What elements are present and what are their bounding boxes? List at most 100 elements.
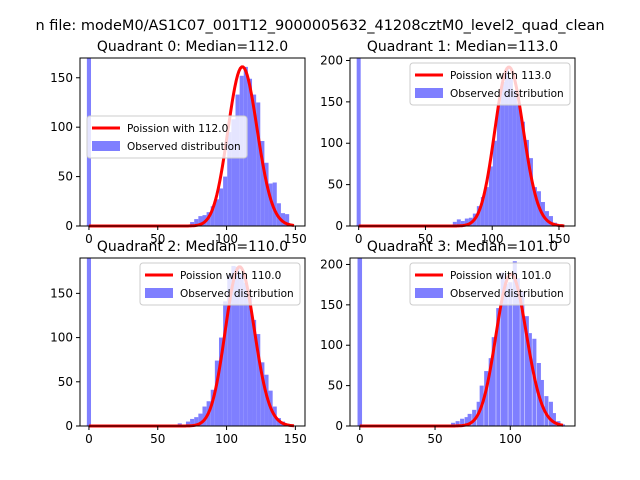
legend-label: Poission with 113.0 (450, 70, 551, 82)
histogram-bar (500, 272, 505, 426)
histogram-bar (210, 389, 215, 426)
histogram-bar (464, 417, 469, 426)
histogram-bar (231, 119, 236, 226)
histogram-bar (256, 102, 261, 226)
histogram-bar (218, 188, 224, 226)
legend-patch-swatch (415, 88, 443, 98)
histogram-bar (484, 187, 489, 226)
legend-label: Poission with 110.0 (180, 270, 281, 282)
histogram-bar (272, 182, 277, 226)
histogram-bar (496, 103, 501, 226)
figure-suptitle: n file: modeM0/AS1C07_001T12_9000005632_… (35, 18, 604, 34)
legend: Poission with 112.0 Observed distribution (86, 115, 248, 159)
histogram-bar (223, 176, 228, 226)
histogram-bar (198, 413, 203, 426)
histogram-bar (235, 266, 240, 426)
y-tick-label: 50 (328, 379, 343, 393)
histogram-bar (252, 319, 257, 426)
x-tick-label: 150 (548, 232, 571, 246)
histogram-bar (548, 401, 553, 426)
histogram-bar (194, 417, 199, 426)
histogram-bar (512, 261, 517, 426)
axes-frame (349, 57, 576, 227)
histogram-bar (264, 162, 269, 226)
x-tick-label: 50 (418, 232, 433, 246)
subplot-title: Quadrant 3: Median=101.0 (367, 239, 558, 255)
histogram-bar (480, 197, 485, 226)
axes-frame (79, 57, 306, 227)
histogram-bar (532, 187, 537, 226)
zero-bin-bar (86, 258, 92, 426)
y-tick-label: 100 (50, 331, 73, 345)
histogram-bar (227, 132, 232, 226)
y-tick-label: 50 (58, 375, 73, 389)
legend-label: Poission with 101.0 (450, 270, 551, 282)
x-tick-label: 150 (284, 232, 307, 246)
y-tick-label: 200 (320, 257, 343, 271)
legend-box (409, 262, 571, 306)
histogram-bar (520, 121, 525, 226)
y-tick-label: 100 (50, 120, 73, 134)
quadrant-1-subplot: Quadrant 1: Median=113.0 0 50 100 150 0 50 100 1… (320, 39, 576, 246)
histogram-bar (464, 218, 469, 226)
histogram-bar (460, 221, 465, 226)
histogram-bar (460, 418, 465, 426)
histogram-bar (218, 337, 224, 426)
legend-label: Observed distribution (450, 288, 564, 300)
histogram-bar (476, 206, 481, 226)
legend: Poission with 110.0 Observed distribution (139, 262, 301, 306)
histogram-bar (185, 421, 191, 426)
y-tick-label: 0 (65, 219, 73, 233)
y-tick-label: 150 (50, 71, 73, 85)
legend-patch-swatch (92, 141, 120, 151)
y-tick-label: 150 (50, 286, 73, 300)
y-tick-label: 50 (58, 170, 73, 184)
histogram-bar (488, 358, 493, 426)
x-tick-label: 50 (150, 232, 165, 246)
x-tick-label: 100 (215, 232, 238, 246)
histogram-bar (210, 206, 215, 226)
legend-label: Observed distribution (180, 288, 294, 300)
legend-box (86, 115, 248, 159)
legend-label: Observed distribution (127, 141, 241, 153)
histogram-bar (231, 265, 236, 426)
histogram-bar (512, 90, 517, 226)
subplot-title: Quadrant 0: Median=112.0 (97, 39, 288, 55)
subplot-title: Quadrant 2: Median=110.0 (97, 239, 288, 255)
histogram-bar (280, 213, 286, 226)
legend-box (139, 262, 301, 306)
y-tick-label: 150 (320, 298, 343, 312)
histogram-bar (491, 337, 496, 426)
x-tick-label: 0 (85, 432, 93, 446)
histogram-bar (223, 301, 228, 426)
y-tick-label: 50 (328, 178, 343, 192)
histogram-bar (467, 413, 472, 426)
x-tick-label: 0 (85, 232, 93, 246)
histogram-bar (516, 103, 521, 226)
histogram-bar (524, 139, 529, 226)
histogram-bar (260, 141, 265, 226)
y-tick-label: 150 (320, 95, 343, 109)
histogram-bar (515, 278, 520, 426)
histogram-bar (527, 333, 532, 426)
y-tick-label: 0 (335, 419, 343, 433)
x-tick-label: 50 (150, 432, 165, 446)
histogram-bar (247, 296, 253, 426)
y-tick-label: 0 (65, 419, 73, 433)
histogram-bar (528, 158, 533, 226)
histogram-bar (285, 214, 290, 226)
histogram-bar (268, 183, 273, 226)
x-tick-label: 100 (481, 232, 504, 246)
histogram-bar (488, 166, 493, 226)
legend: Poission with 101.0 Observed distribution (409, 262, 571, 306)
legend-label: Poission with 112.0 (127, 123, 228, 135)
histogram-bar (252, 94, 257, 227)
x-tick-label: 150 (284, 432, 307, 446)
quadrant-3-subplot: Quadrant 3: Median=101.0 0 50 100 0 50 100 150 2… (320, 239, 576, 446)
histogram-bar (484, 371, 489, 426)
histogram-bar (190, 222, 195, 226)
histogram-bar (356, 224, 361, 226)
histogram-bar (202, 406, 207, 426)
y-tick-label: 200 (320, 53, 343, 67)
legend-patch-swatch (415, 288, 443, 298)
